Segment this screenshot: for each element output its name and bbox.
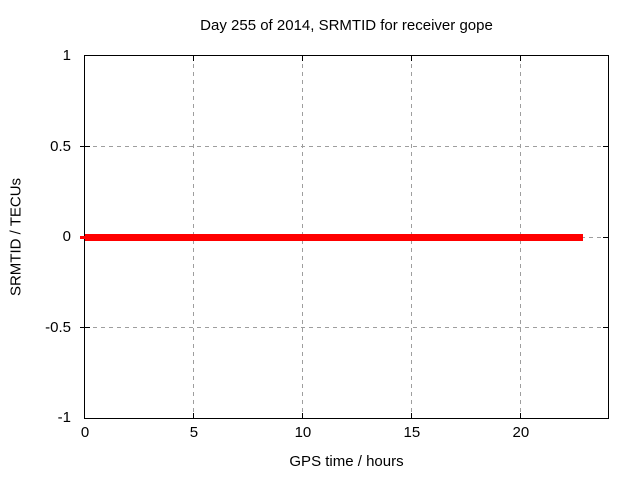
chart-title: Day 255 of 2014, SRMTID for receiver gop… xyxy=(200,17,493,34)
y-tick-label: 0.5 xyxy=(50,137,71,155)
y-tick-right xyxy=(603,146,608,147)
y-tick-right xyxy=(603,236,608,238)
x-tick-bottom xyxy=(520,413,522,418)
y-tick-left xyxy=(80,146,90,147)
x-tick-top xyxy=(302,56,304,61)
x-tick-label: 0 xyxy=(80,424,90,441)
series-line xyxy=(85,234,583,241)
x-tick-bottom xyxy=(193,413,195,418)
y-tick-label: -0.5 xyxy=(45,318,71,336)
y-tick-left xyxy=(80,327,90,328)
x-tick-bottom xyxy=(411,413,413,418)
x-tick-label: 10 xyxy=(294,424,312,441)
x-tick-top xyxy=(520,56,522,61)
x-tick-bottom xyxy=(302,413,304,418)
series-line-start-cap xyxy=(79,236,85,239)
x-tick-label: 20 xyxy=(512,424,530,441)
y-tick-label: 1 xyxy=(62,47,71,64)
x-tick-label: 15 xyxy=(403,424,421,441)
y-tick-label: -1 xyxy=(57,409,71,426)
y-tick-right xyxy=(603,327,608,328)
x-axis-label: GPS time / hours xyxy=(289,453,404,470)
y-tick-label: 0 xyxy=(62,228,71,245)
x-tick-top xyxy=(411,56,413,61)
x-tick-label: 5 xyxy=(189,424,199,441)
y-gridline xyxy=(85,327,608,328)
y-gridline xyxy=(85,146,608,147)
plot-area xyxy=(79,55,609,419)
x-tick-top xyxy=(193,56,195,61)
